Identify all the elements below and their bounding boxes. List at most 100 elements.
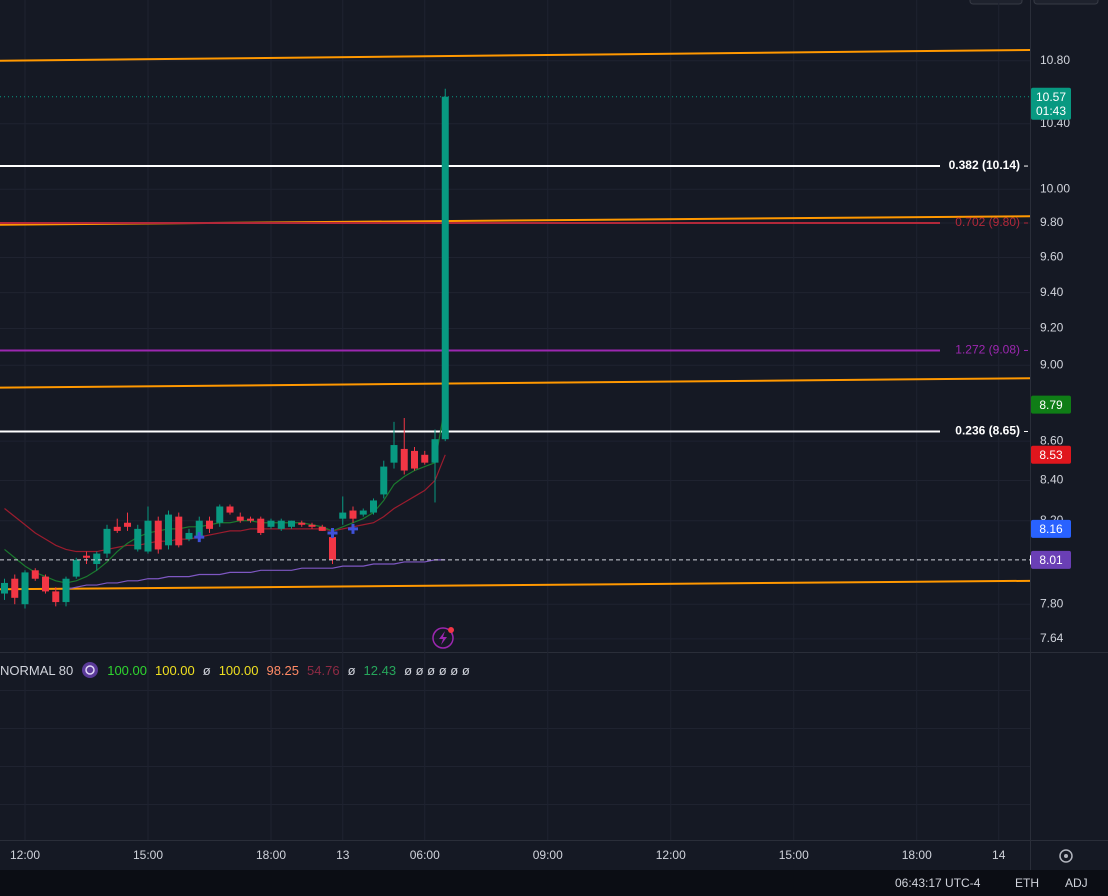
toolbar-button[interactable] [969,0,1023,5]
candle-body [195,520,203,538]
alert-ring [432,627,454,649]
candle-body [257,518,265,533]
fib-label: 0.236 (8.65) [955,424,1020,438]
trendline [0,377,1031,389]
price-tag [1031,519,1071,538]
candle-body [441,96,449,440]
y-tick-label: 10.80 [1040,53,1070,67]
candle-body [308,524,316,527]
background [0,0,1108,870]
x-tick-label: 09:00 [533,848,563,862]
candle-body [277,520,285,529]
candle-body [339,512,347,519]
candle-body [380,466,388,495]
y-tick-label: 8.40 [1040,473,1064,487]
indicator-row: NORMAL 80 100.00 100.00 ø 100.00 98.25 54.76 ø… [0,661,470,679]
y-tick-label: 10.00 [1040,181,1070,195]
fib-label: 1.272 (9.08) [955,343,1020,357]
price-tag-label: 8.01 [1039,553,1063,567]
status-time: 06:43:17 UTC-4 [895,876,981,890]
indicator-value: 100.00 [218,662,259,678]
x-tick-label: 15:00 [779,848,809,862]
signal-marker [327,527,338,538]
indicator-value: ø ø ø ø ø ø [404,662,470,678]
candle-body [1,582,9,594]
candle-body [318,526,326,531]
indicator-value: 100.00 [154,662,195,678]
indicator-icon[interactable] [81,661,99,679]
candle-body [236,516,244,521]
x-tick-label: 12:00 [10,848,40,862]
price-tag-label: 8.16 [1039,522,1063,536]
candle-body [165,514,173,546]
candle-body [390,445,398,463]
candle-body [421,454,429,463]
price-tag [1031,445,1071,464]
settings-icon[interactable] [1059,849,1073,863]
candle-body [21,572,29,605]
y-tick-label: 9.40 [1040,285,1064,299]
countdown-label: 01:43 [1036,104,1066,118]
candle-body [11,578,19,598]
candle-body [62,578,70,603]
y-tick-label: 8.60 [1040,433,1064,447]
alert-icon[interactable] [432,627,454,649]
x-tick-label: 06:00 [410,848,440,862]
indicator-value: ø [202,662,211,678]
candle-body [72,559,80,577]
candle-body [267,520,275,527]
y-tick-label: 7.64 [1040,631,1064,645]
y-tick-label: 9.60 [1040,250,1064,264]
candle-body [288,520,296,527]
candle-body [329,537,337,560]
axes: 10.8010.4010.009.809.609.409.209.008.608… [10,53,1071,862]
candle-body [411,450,419,469]
indicator-value: 100.00 [107,662,147,678]
candle-body [93,553,101,565]
y-tick-label: 9.00 [1040,357,1064,371]
x-tick-label: 15:00 [133,848,163,862]
trendline [0,48,1031,62]
candle-body [31,570,39,579]
toolbar-button[interactable] [1033,0,1099,5]
price-tag-label: 8.79 [1039,398,1063,412]
last-price-label: 10.57 [1036,90,1066,104]
gear-hub [1064,854,1068,858]
alert-bolt [439,631,447,645]
x-tick-label: 18:00 [256,848,286,862]
fib-label: 0.382 (10.14) [949,158,1020,172]
gear-ring [1059,849,1073,863]
x-tick-label: 14 [992,848,1006,862]
y-tick-label: 9.20 [1040,321,1064,335]
y-tick-label: 9.80 [1040,215,1064,229]
indicator-value: 98.25 [266,662,300,678]
signal-marker [348,523,359,534]
indicator-label: NORMAL 80 [0,662,74,678]
indicator-value: 12.43 [363,662,397,678]
status-adjust[interactable]: ADJ [1065,876,1088,890]
trendline [0,579,1031,591]
moving-average [65,559,446,590]
candle-body [226,506,234,513]
x-tick-label: 18:00 [902,848,932,862]
moving-average [4,404,446,584]
indicator-value: ø [347,662,356,678]
price-tag-label: 8.53 [1039,448,1063,462]
x-tick-label: 13 [336,848,350,862]
candle-body [103,528,111,554]
plot-area: 0.382 (10.14) 0.702 (9.80) 1.272 (9.08) 0.2… [0,0,1031,840]
price-tag [1031,550,1071,569]
moving-average [4,454,446,553]
status-session[interactable]: ETH [1015,876,1039,890]
candle-body [349,510,357,519]
candle-body [206,520,214,529]
candle-body [134,528,142,550]
signal-marker [194,532,205,543]
last-price-tag [1031,87,1071,120]
x-tick-label: 12:00 [656,848,686,862]
indicator-value: 54.76 [307,662,340,678]
candle-body [431,439,439,463]
candle-body [144,520,152,552]
